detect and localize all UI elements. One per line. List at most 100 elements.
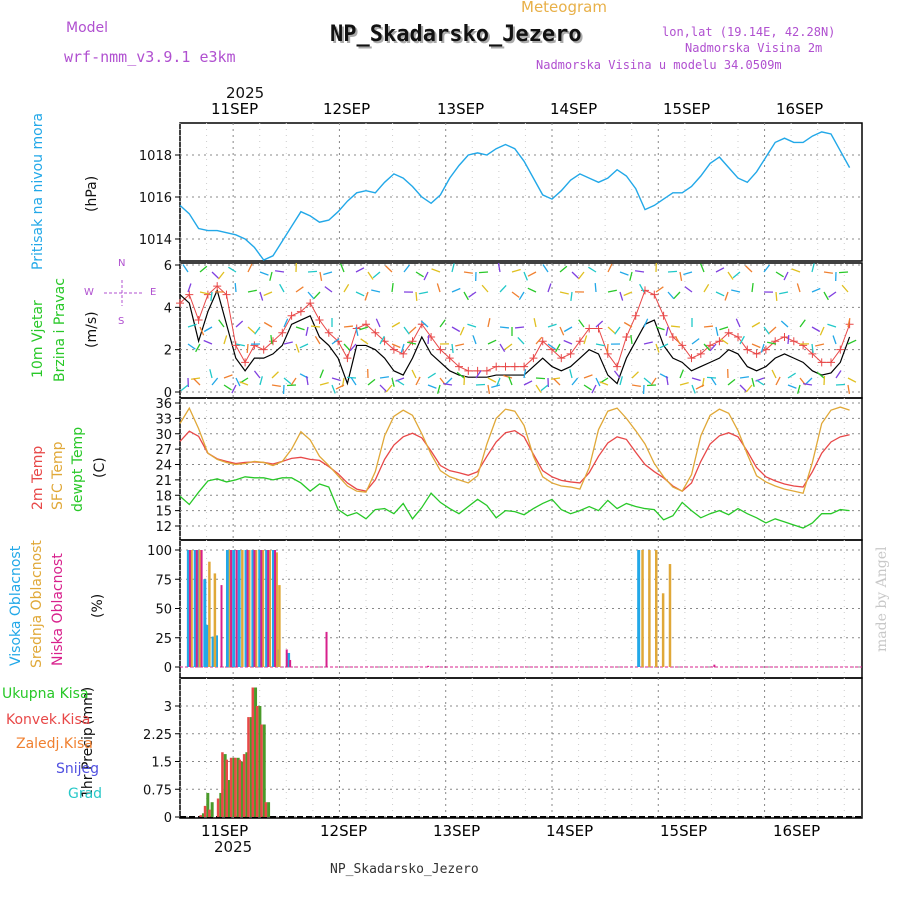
y-tick-label: 33 [155,412,172,427]
wind-direction-arrow [199,326,205,336]
wind-gust-marker [315,316,324,325]
wind-direction-arrow [751,343,761,349]
compass-w-label: W [84,287,94,298]
wind-direction-arrow [827,323,837,328]
precip-convective-bar [229,757,233,817]
cloud-mid-bar [648,550,651,667]
wind-direction-arrow [591,384,597,394]
y-tick-label: 3 [164,700,172,715]
precip-total-bar [219,792,223,817]
cloud-high-bar [203,579,207,667]
wind-direction-arrow [835,370,842,379]
wind-gust-marker [585,324,594,333]
wind-direction-arrow [547,283,552,293]
wind-direction-arrow [313,291,321,300]
wind-direction-arrow [235,377,241,387]
wind-direction-arrow [263,321,273,328]
wind-direction-arrow [691,338,700,345]
wind-direction-arrow [247,326,256,334]
wind-direction-arrow [343,343,351,352]
wind-direction-arrow [779,291,789,295]
wind-direction-arrow [415,376,421,386]
wind-direction-arrow [463,291,469,301]
wind-direction-arrow [670,325,681,328]
cloud-low-bar [253,550,256,667]
sfc-temp-line [179,406,850,494]
wind-direction-arrow [420,320,429,328]
wind-direction-arrow [295,286,304,293]
precip-convective-bar [234,757,237,817]
wind-direction-arrow [571,377,579,386]
wind-direction-arrow [187,323,197,328]
wind-direction-arrow [527,271,537,277]
wind-direction-arrow [407,341,417,345]
wind-gust-marker [278,328,287,337]
wind-direction-arrow [607,263,613,273]
wind-direction-arrow [799,319,806,328]
wind-gust-marker [659,311,668,320]
wind-direction-arrow [445,377,453,385]
y-tick-label: 12 [155,520,172,535]
wind-direction-arrow [819,326,825,336]
wind-direction-arrow [550,377,561,380]
wind-direction-arrow [314,335,321,345]
y-tick-label: 24 [155,459,172,474]
cloud-low-bar [713,664,716,667]
wind-direction-arrow [259,291,264,301]
wind-direction-arrow [751,321,761,328]
wind-direction-arrow [503,374,513,379]
wind-gust-marker [631,311,640,320]
wind-direction-arrow [349,343,357,352]
wind-direction-arrow [703,343,711,352]
wind-gust-marker [501,362,510,371]
precip-convective-bar [264,802,268,817]
y-tick-label: 6 [164,259,172,274]
wind-direction-arrow [234,282,237,293]
wind-direction-arrow [719,326,729,331]
precip-convective-bar [238,759,242,817]
wind-direction-arrow [391,377,395,387]
wind-direction-arrow [727,378,736,386]
cloud-low-bar [188,550,191,667]
cloud-mid-bar [668,564,672,667]
wind-direction-arrow [684,286,693,293]
wind-direction-arrow [578,319,585,328]
wind-direction-arrow [811,287,821,293]
wind-direction-arrow [745,265,753,273]
wind-direction-arrow [547,343,556,350]
wind-direction-arrow [570,291,573,302]
wind-direction-arrow [619,291,624,301]
y-tick-label: 18 [155,489,172,504]
model-elevation-info: Nadmorska Visina u modelu 34.0509m [536,58,782,72]
wind-direction-arrow [379,376,390,379]
wind-direction-arrow [583,384,592,391]
wind-direction-arrow [443,382,453,386]
wind-direction-arrow [511,268,521,273]
wind-direction-arrow [231,384,237,394]
cloud-low-bar [200,550,203,667]
wind-direction-arrow [423,271,429,281]
wind-direction-arrow [463,271,474,274]
wind-direction-arrow [559,326,565,336]
wind-direction-arrow [631,384,641,388]
wind-direction-arrow [811,343,814,354]
y-tick-label: 27 [155,443,172,458]
cloud-low-bar [195,550,198,667]
wind-direction-arrow [811,326,821,333]
wind-direction-arrow [703,325,714,328]
wind-direction-arrow [228,266,237,273]
wind-direction-arrow [518,291,525,301]
wind-direction-arrow [411,369,417,379]
wind-direction-arrow [323,271,333,276]
wind-direction-arrow [691,384,696,394]
cloud-mid-bar [190,550,193,667]
precip-legend-convective: Konvek.Kisa [6,712,91,728]
compass-n-label: N [118,258,126,269]
cloud-mid-bar [198,550,202,667]
wind-direction-arrow [499,284,507,293]
wind-direction-arrow [553,378,561,386]
wind-direction-arrow [451,343,454,354]
wind-direction-arrow [650,377,657,386]
wind-direction-arrow [619,271,629,276]
wind-direction-arrow [588,266,597,273]
